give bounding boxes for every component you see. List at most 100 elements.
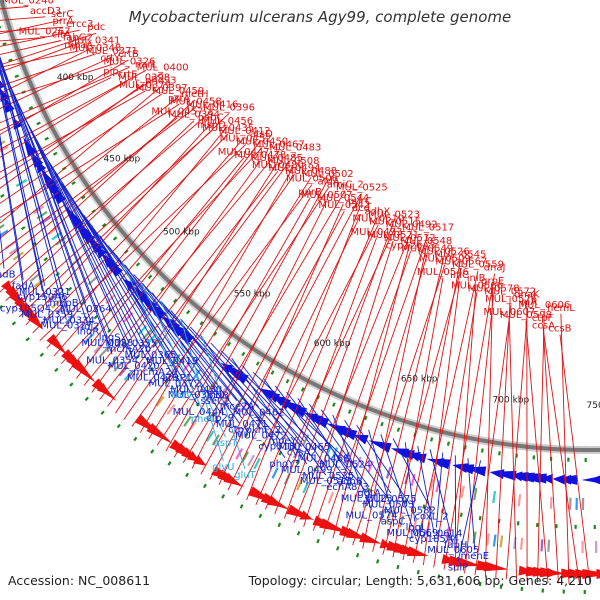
forward-gene-connector — [362, 246, 427, 549]
forward-gene-arrow — [286, 504, 315, 521]
rna-gene-connector — [140, 281, 205, 414]
reverse-gene-arrow — [260, 388, 275, 400]
forward-gene-label: adhX — [365, 206, 391, 217]
forward-gene-label: MUL_0567 — [435, 257, 487, 268]
outer-tick-mark — [239, 504, 244, 509]
forward-gene-label: MUL_0459 — [152, 86, 204, 97]
reverse-gene-label: MUL_0444 — [173, 407, 225, 418]
reverse-gene-label: MUL_0338 — [81, 338, 133, 349]
reverse-gene-connector — [0, 70, 67, 320]
forward-gene-connector — [505, 307, 529, 580]
forward-gene-label: MUL_0485 — [251, 153, 303, 164]
forward-gene-label: prrA — [52, 16, 73, 27]
forward-gene-label: MUL_0525 — [336, 183, 388, 194]
forward-gene-connector — [76, 139, 262, 379]
reverse-gene-label: MUL_0575 — [365, 494, 417, 505]
forward-gene-label: MUL_0326 — [103, 56, 155, 67]
outer-tick-mark — [0, 304, 3, 310]
forward-gene-label: purC — [348, 196, 372, 207]
reverse-gene-connector — [0, 60, 89, 326]
forward-gene-connector — [0, 69, 147, 150]
reverse-gene-connector — [0, 133, 24, 280]
reverse-gene-label: echA8_3 — [326, 482, 369, 493]
forward-gene-label: MUL_0371 — [86, 46, 138, 57]
forward-gene-label: MUL_0450 — [236, 136, 288, 147]
forward-gene-label: MUL_0240 — [2, 0, 54, 7]
middle-tick-mark — [295, 459, 300, 464]
feature-category-mark — [460, 485, 465, 498]
reverse-gene-connector — [0, 67, 70, 315]
forward-gene-connector — [525, 321, 549, 583]
forward-gene-label: MUL_0267 — [19, 27, 71, 38]
feature-category-mark — [40, 216, 52, 225]
outer-tick-mark — [277, 522, 282, 528]
inner-tick-mark — [300, 387, 305, 392]
reverse-gene-connector — [0, 84, 46, 286]
feature-category-mark — [253, 457, 261, 470]
middle-tick-mark — [43, 257, 48, 262]
feature-category-mark — [98, 347, 109, 358]
kbp-label: 600 kbp — [314, 339, 351, 349]
inner-tick-mark — [28, 106, 34, 110]
forward-gene-label: MUL_0435 — [202, 123, 254, 134]
forward-gene-label: dnaJ — [484, 263, 506, 274]
reverse-gene-connector — [91, 225, 199, 407]
forward-gene-connector — [537, 310, 545, 583]
forward-gene-label: MUL_0572 — [484, 286, 536, 297]
outer-tick-mark — [167, 461, 172, 466]
feature-category-mark — [473, 487, 478, 501]
forward-gene-connector — [61, 147, 263, 364]
forward-gene-label: mshD — [197, 120, 226, 131]
forward-gene-label: MUL_0396 — [203, 102, 255, 113]
outer-tick-mark — [116, 423, 121, 429]
feature-category-mark — [410, 473, 416, 487]
reverse-gene-connector — [75, 204, 197, 384]
feature-category-mark — [55, 236, 67, 246]
middle-tick-mark — [261, 442, 266, 447]
inner-tick-mark — [71, 181, 76, 186]
forward-gene-label: accD3 — [30, 6, 61, 17]
forward-gene-label: MUL_0508 — [268, 156, 320, 167]
middle-tick-mark — [20, 226, 26, 231]
reverse-gene-label: mce2A — [220, 402, 255, 413]
inner-tick-mark — [498, 451, 501, 456]
forward-gene-label: MUL_0559 — [452, 260, 504, 271]
reverse-gene-connector — [286, 391, 368, 493]
forward-gene-arrow — [46, 333, 67, 355]
reverse-gene-label: fadB — [0, 270, 16, 281]
inner-tick-mark — [14, 74, 20, 79]
forward-gene-label: ccsA — [532, 321, 555, 332]
reverse-gene-label: MUL_0334 — [43, 315, 95, 326]
forward-gene-connector — [443, 273, 496, 570]
feature-category-mark — [327, 491, 335, 504]
forward-gene-label: MUL_0398 — [118, 73, 170, 84]
forward-gene-arrow — [359, 532, 382, 544]
feature-category-mark — [355, 456, 362, 469]
forward-gene-label: pdc — [87, 22, 105, 33]
forward-gene-connector — [264, 227, 396, 510]
inner-tick-mark — [44, 136, 49, 141]
forward-gene-label: hemL — [547, 303, 575, 314]
kbp-label: 450 kbp — [104, 155, 141, 165]
reverse-gene-label: MUL_0582 — [384, 505, 436, 516]
reverse-gene-label: MUL_0468 — [298, 454, 350, 465]
feature-category-mark — [235, 448, 244, 460]
forward-gene-connector — [218, 203, 344, 486]
reverse-gene-arrow — [541, 473, 553, 484]
reverse-gene-connector — [467, 458, 476, 551]
forward-gene-connector — [0, 103, 180, 219]
outer-tick-mark — [221, 494, 226, 499]
forward-gene-label: MUL_0521 — [367, 230, 419, 241]
inner-tick-mark — [2, 42, 7, 46]
feature-category-mark — [166, 403, 176, 415]
forward-gene-label: MUL_0576 — [485, 294, 537, 305]
reverse-gene-arrow — [162, 316, 176, 329]
reverse-gene-label: MUL_0535 — [302, 471, 354, 482]
feature-category-mark — [29, 273, 41, 283]
forward-gene-connector — [255, 217, 378, 505]
outer-tick-mark — [202, 483, 207, 489]
forward-gene-label: MUL_0488 — [285, 166, 337, 177]
reverse-gene-connector — [170, 310, 264, 425]
forward-gene-arrow — [0, 280, 15, 296]
